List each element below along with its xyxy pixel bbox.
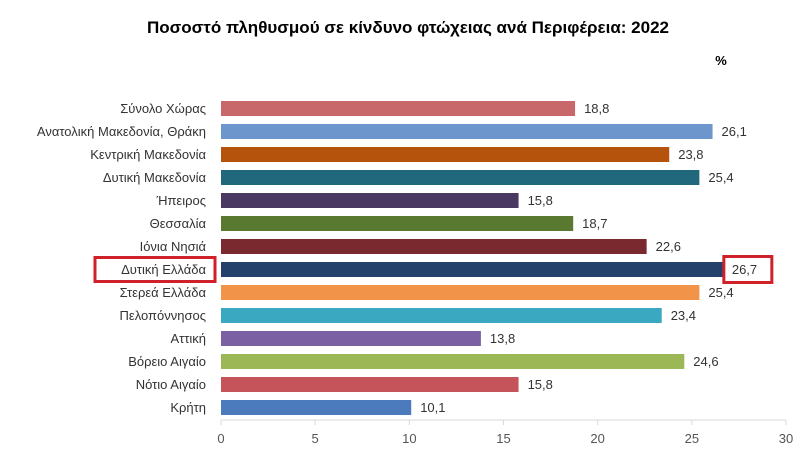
category-label: Στερεά Ελλάδα	[120, 285, 207, 300]
value-label: 24,6	[693, 354, 718, 369]
x-tick-label: 30	[779, 431, 793, 446]
bars-layer: Σύνολο Χώρας 18,8 Ανατολική Μακεδονία, Θρά…	[37, 101, 774, 415]
x-tick-label: 5	[312, 431, 319, 446]
bar	[221, 124, 713, 139]
x-tick-label: 20	[590, 431, 604, 446]
category-label: Κρήτη	[170, 400, 206, 415]
category-label: Κεντρική Μακεδονία	[90, 147, 206, 162]
unit-label: %	[715, 53, 727, 68]
category-label: Νότιο Αιγαίο	[136, 377, 206, 392]
bar	[221, 147, 670, 162]
category-label: Ιόνια Νησιά	[140, 239, 207, 254]
value-label: 18,7	[582, 216, 607, 231]
x-tick-label: 0	[217, 431, 224, 446]
bar	[221, 239, 647, 254]
category-label: Δυτική Μακεδονία	[103, 170, 207, 185]
bar	[221, 193, 519, 208]
category-label: Αττική	[170, 331, 206, 346]
bar	[221, 331, 481, 346]
x-tick-label: 15	[496, 431, 510, 446]
value-label: 10,1	[420, 400, 445, 415]
category-label: Σύνολο Χώρας	[120, 101, 206, 116]
highlight-box-label	[93, 256, 217, 283]
value-label: 26,1	[722, 124, 747, 139]
value-label: 23,8	[678, 147, 703, 162]
value-label: 22,6	[656, 239, 681, 254]
bar	[221, 377, 519, 392]
bar	[221, 285, 700, 300]
value-label: 13,8	[490, 331, 515, 346]
bar	[221, 354, 685, 369]
bar	[221, 101, 576, 116]
bar	[221, 216, 574, 231]
category-label: Ανατολική Μακεδονία, Θράκη	[37, 124, 206, 139]
category-label: Δυτική Ελλάδα	[121, 262, 206, 277]
category-label: Θεσσαλία	[150, 216, 207, 231]
bar	[221, 400, 412, 415]
category-label: Βόρειο Αιγαίο	[128, 354, 206, 369]
bar	[221, 308, 662, 323]
x-tick-label: 25	[685, 431, 699, 446]
category-label: Πελοπόννησος	[120, 308, 206, 323]
value-label: 26,7	[732, 262, 757, 277]
highlight-box-value	[722, 255, 774, 284]
category-label: Ήπειρος	[156, 193, 206, 208]
bar	[221, 170, 700, 185]
value-label: 23,4	[671, 308, 696, 323]
bar	[221, 262, 724, 277]
x-axis: 0 5 10 15 20 25 30	[217, 419, 793, 446]
value-label: 25,4	[708, 285, 733, 300]
value-label: 25,4	[708, 170, 733, 185]
value-label: 15,8	[528, 377, 553, 392]
value-label: 15,8	[528, 193, 553, 208]
value-label: 18,8	[584, 101, 609, 116]
chart-title: Ποσοστό πληθυσμού σε κίνδυνο φτώχειας αν…	[147, 18, 669, 37]
x-tick-label: 10	[402, 431, 416, 446]
